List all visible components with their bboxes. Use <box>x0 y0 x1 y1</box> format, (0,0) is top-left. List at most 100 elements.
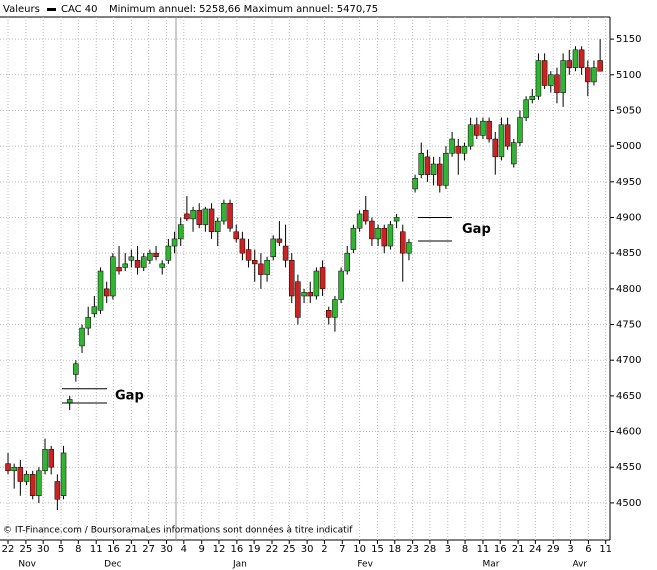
candle-body <box>122 263 128 268</box>
y-tick-label: 4550 <box>616 462 641 473</box>
candle-body <box>313 270 320 297</box>
candle-body <box>110 256 116 297</box>
candle-body <box>591 67 597 83</box>
candle-body <box>165 245 172 261</box>
candle-body <box>560 60 566 93</box>
candle-body <box>418 153 425 175</box>
candle-body <box>301 292 307 297</box>
month-label: Fev <box>357 560 373 570</box>
candle-body <box>412 178 418 190</box>
candle-body <box>190 210 196 220</box>
candle-body <box>36 470 42 497</box>
candle-body <box>11 466 17 472</box>
candle-body <box>245 249 252 261</box>
candle-body <box>443 153 449 186</box>
month-label: Jan <box>232 560 247 570</box>
candle-body <box>233 231 239 240</box>
x-tick-label: 3 <box>567 544 573 555</box>
candle-body <box>344 252 350 272</box>
x-tick-label: 21 <box>125 544 138 555</box>
candle-body <box>486 120 492 140</box>
x-tick-label: 22 <box>266 544 279 555</box>
y-tick-label: 4750 <box>616 320 641 331</box>
candle-body <box>332 299 338 318</box>
x-tick-label: 15 <box>371 544 384 555</box>
x-tick-label: 19 <box>248 544 261 555</box>
y-tick-label: 5150 <box>616 34 641 45</box>
x-tick-label: 11 <box>90 544 103 555</box>
y-tick-label: 4800 <box>616 284 641 295</box>
candle-body <box>381 227 388 247</box>
x-tick-label: 8 <box>75 544 81 555</box>
candle-body <box>541 60 548 86</box>
y-tick-label: 4600 <box>616 427 641 438</box>
y-tick-label: 4650 <box>616 391 641 402</box>
candle-body <box>424 156 431 175</box>
candle-body <box>498 124 505 158</box>
month-label: Mar <box>482 560 499 570</box>
candle-body <box>449 138 455 154</box>
x-tick-label: 4 <box>181 544 187 555</box>
candle-body <box>48 449 54 468</box>
candle-body <box>60 452 67 497</box>
x-tick-label: 30 <box>160 544 173 555</box>
candle-body <box>572 49 579 68</box>
candle-body <box>214 220 221 233</box>
candle-body <box>566 60 573 68</box>
candle-body <box>554 74 560 93</box>
candle-body <box>437 163 443 186</box>
candle-body <box>17 466 24 482</box>
y-tick-label: 4850 <box>616 248 641 259</box>
x-tick-label: 30 <box>301 544 314 555</box>
candle-body <box>492 138 499 158</box>
footer: © IT-Finance.com / BoursoramaLes informa… <box>3 525 353 536</box>
candle-body <box>529 95 536 101</box>
candle-body <box>338 270 344 300</box>
x-tick-label: 12 <box>213 544 226 555</box>
x-tick-label: 25 <box>20 544 33 555</box>
gap-label: Gap <box>115 388 144 403</box>
candle-body <box>430 163 437 175</box>
candle-body <box>196 210 202 225</box>
candle-body <box>97 270 104 311</box>
candle-body <box>184 213 190 220</box>
candle-body <box>393 217 400 222</box>
candle-body <box>548 74 554 86</box>
x-tick-label: 16 <box>494 544 507 555</box>
x-tick-label: 9 <box>199 544 205 555</box>
legend-entry: CAC 40 <box>61 4 98 15</box>
candle-body <box>264 260 270 275</box>
y-tick-label: 5000 <box>616 141 641 152</box>
y-tick-label: 4700 <box>616 355 641 366</box>
candle-body <box>319 267 326 290</box>
candle-body <box>134 260 141 268</box>
month-label: Nov <box>18 560 36 570</box>
x-tick-label: 28 <box>424 544 437 555</box>
candle-body <box>325 310 332 318</box>
candle-body <box>295 281 301 318</box>
candle-body <box>73 363 79 375</box>
candle-body <box>511 142 517 165</box>
candle-body <box>363 210 369 222</box>
candle-body <box>406 242 412 254</box>
candle-body <box>597 60 603 72</box>
candle-body <box>171 238 178 247</box>
candle-body <box>307 292 313 297</box>
candle-body <box>54 481 61 500</box>
x-tick-label: 22 <box>2 544 15 555</box>
x-tick-label: 3 <box>445 544 451 555</box>
month-label: Dec <box>104 560 121 570</box>
candle-body <box>128 256 135 261</box>
x-tick-label: 10 <box>353 544 366 555</box>
candle-body <box>578 49 585 68</box>
y-tick-label: 4500 <box>616 498 641 509</box>
candle-body <box>270 238 276 257</box>
x-tick-label: 16 <box>230 544 243 555</box>
candle-body <box>23 474 30 482</box>
candle-body <box>400 231 406 254</box>
candle-body <box>91 306 98 315</box>
candle-body <box>42 449 48 472</box>
x-tick-label: 16 <box>107 544 120 555</box>
